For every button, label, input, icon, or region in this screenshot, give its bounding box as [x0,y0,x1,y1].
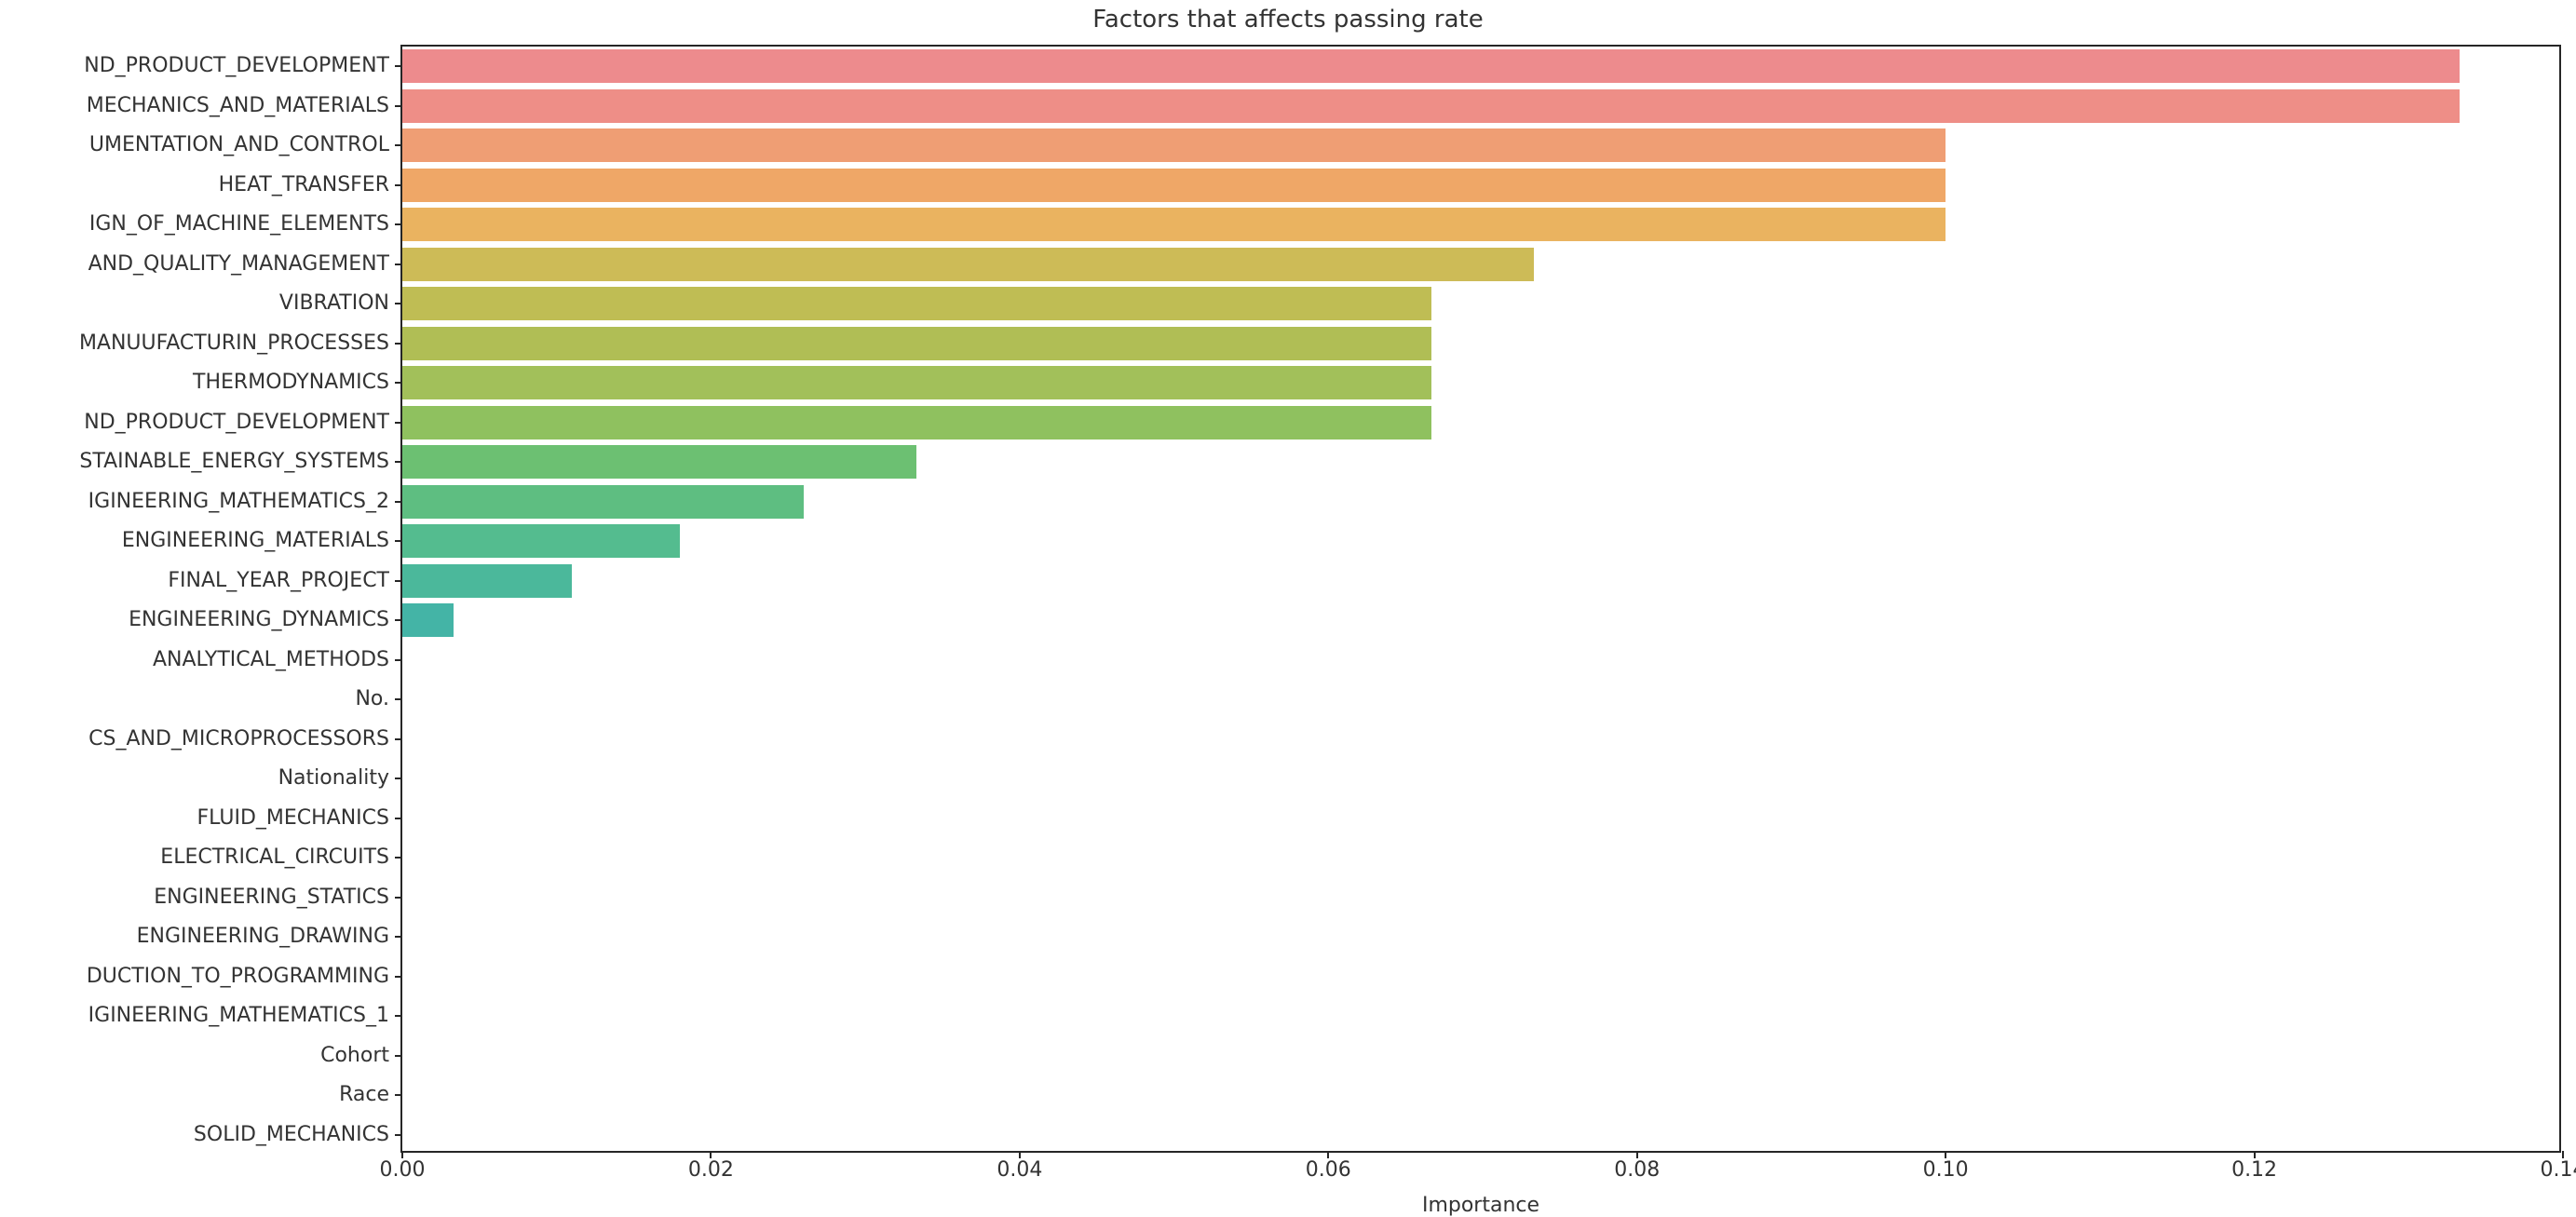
y-tick-label: ND_PRODUCT_DEVELOPMENT [84,56,389,76]
x-tick-mark [1636,1151,1638,1158]
bar [402,406,1431,439]
y-tick-label: ANALYTICAL_METHODS [153,650,389,670]
bar [402,49,2460,83]
x-tick-mark [1945,1151,1946,1158]
y-tick-label: THERMODYNAMICS [193,372,389,393]
y-tick-label: HEAT_TRANSFER [219,175,389,196]
y-tick-mark [395,619,402,621]
y-tick-mark [395,698,402,700]
y-tick-mark [395,343,402,345]
y-tick-label: CS_AND_MICROPROCESSORS [88,729,389,750]
x-tick-label: 0.00 [380,1160,426,1181]
y-tick-label: UMENTATION_AND_CONTROL [89,135,389,156]
y-tick-label: IGN_OF_MACHINE_ELEMENTS [89,214,389,235]
x-tick-mark [2562,1151,2564,1158]
y-tick-mark [395,105,402,107]
y-tick-label: ENGINEERING_MATERIALS [122,531,389,551]
y-tick-label: ND_PRODUCT_DEVELOPMENT [84,412,389,433]
y-tick-label: FLUID_MECHANICS [197,808,389,829]
y-tick-mark [395,382,402,384]
x-axis-label: Importance [1422,1194,1539,1217]
y-tick-mark [395,422,402,424]
y-tick-mark [395,659,402,661]
y-tick-mark [395,65,402,67]
y-tick-mark [395,223,402,225]
bar [402,366,1431,399]
y-tick-label: STAINABLE_ENERGY_SYSTEMS [79,452,389,472]
y-tick-label: FINAL_YEAR_PROJECT [168,571,389,591]
y-tick-mark [395,1055,402,1057]
y-tick-label: Race [339,1085,389,1105]
y-tick-label: No. [355,689,389,710]
y-tick-mark [395,264,402,265]
y-tick-mark [395,184,402,186]
y-tick-label: ENGINEERING_DRAWING [137,926,389,947]
x-tick-label: 0.14 [2541,1160,2576,1181]
bar [402,485,804,519]
bar [402,208,1946,241]
y-tick-mark [395,818,402,819]
y-tick-label: Cohort [320,1046,389,1066]
bar [402,524,680,558]
y-tick-label: Nationality [278,768,389,789]
y-tick-mark [395,936,402,938]
x-tick-label: 0.12 [2231,1160,2277,1181]
bar [402,564,572,598]
y-tick-mark [395,1015,402,1017]
bar [402,445,916,479]
y-tick-mark [395,303,402,304]
y-tick-mark [395,1094,402,1096]
x-tick-label: 0.02 [688,1160,734,1181]
bar [402,128,1946,162]
bar [402,169,1946,202]
y-tick-label: VIBRATION [279,293,389,314]
chart-title: Factors that affects passing rate [0,6,2576,34]
y-tick-label: IGINEERING_MATHEMATICS_2 [88,492,389,512]
y-tick-mark [395,501,402,503]
y-tick-mark [395,778,402,779]
x-tick-mark [1019,1151,1021,1158]
y-tick-label: IGINEERING_MATHEMATICS_1 [88,1006,389,1026]
y-tick-mark [395,144,402,146]
x-tick-mark [1327,1151,1329,1158]
y-tick-mark [395,897,402,899]
y-tick-label: AND_QUALITY_MANAGEMENT [88,254,389,275]
y-tick-mark [395,976,402,978]
x-tick-label: 0.10 [1923,1160,1969,1181]
x-tick-label: 0.08 [1614,1160,1660,1181]
y-tick-mark [395,540,402,542]
figure: Factors that affects passing rate Import… [0,0,2576,1210]
x-tick-label: 0.04 [997,1160,1042,1181]
y-tick-label: ENGINEERING_STATICS [154,887,389,908]
y-tick-mark [395,580,402,582]
y-tick-mark [395,857,402,859]
y-tick-label: SOLID_MECHANICS [194,1125,389,1145]
x-tick-mark [401,1151,403,1158]
y-tick-label: MECHANICS_AND_MATERIALS [87,96,389,116]
y-tick-mark [395,1134,402,1136]
bar [402,603,454,637]
bar [402,248,1534,281]
y-tick-label: ELECTRICAL_CIRCUITS [160,847,389,868]
bar [402,327,1431,360]
y-tick-mark [395,738,402,740]
bar [402,287,1431,320]
x-tick-mark [2254,1151,2256,1158]
y-tick-label: DUCTION_TO_PROGRAMMING [87,967,389,987]
bar [402,89,2460,123]
y-tick-label: MANUUFACTURIN_PROCESSES [79,333,389,354]
y-tick-mark [395,461,402,463]
plot-area: Importance 0.000.020.040.060.080.100.120… [400,45,2561,1153]
x-tick-mark [710,1151,712,1158]
y-tick-label: ENGINEERING_DYNAMICS [129,610,389,630]
x-tick-label: 0.06 [1306,1160,1351,1181]
